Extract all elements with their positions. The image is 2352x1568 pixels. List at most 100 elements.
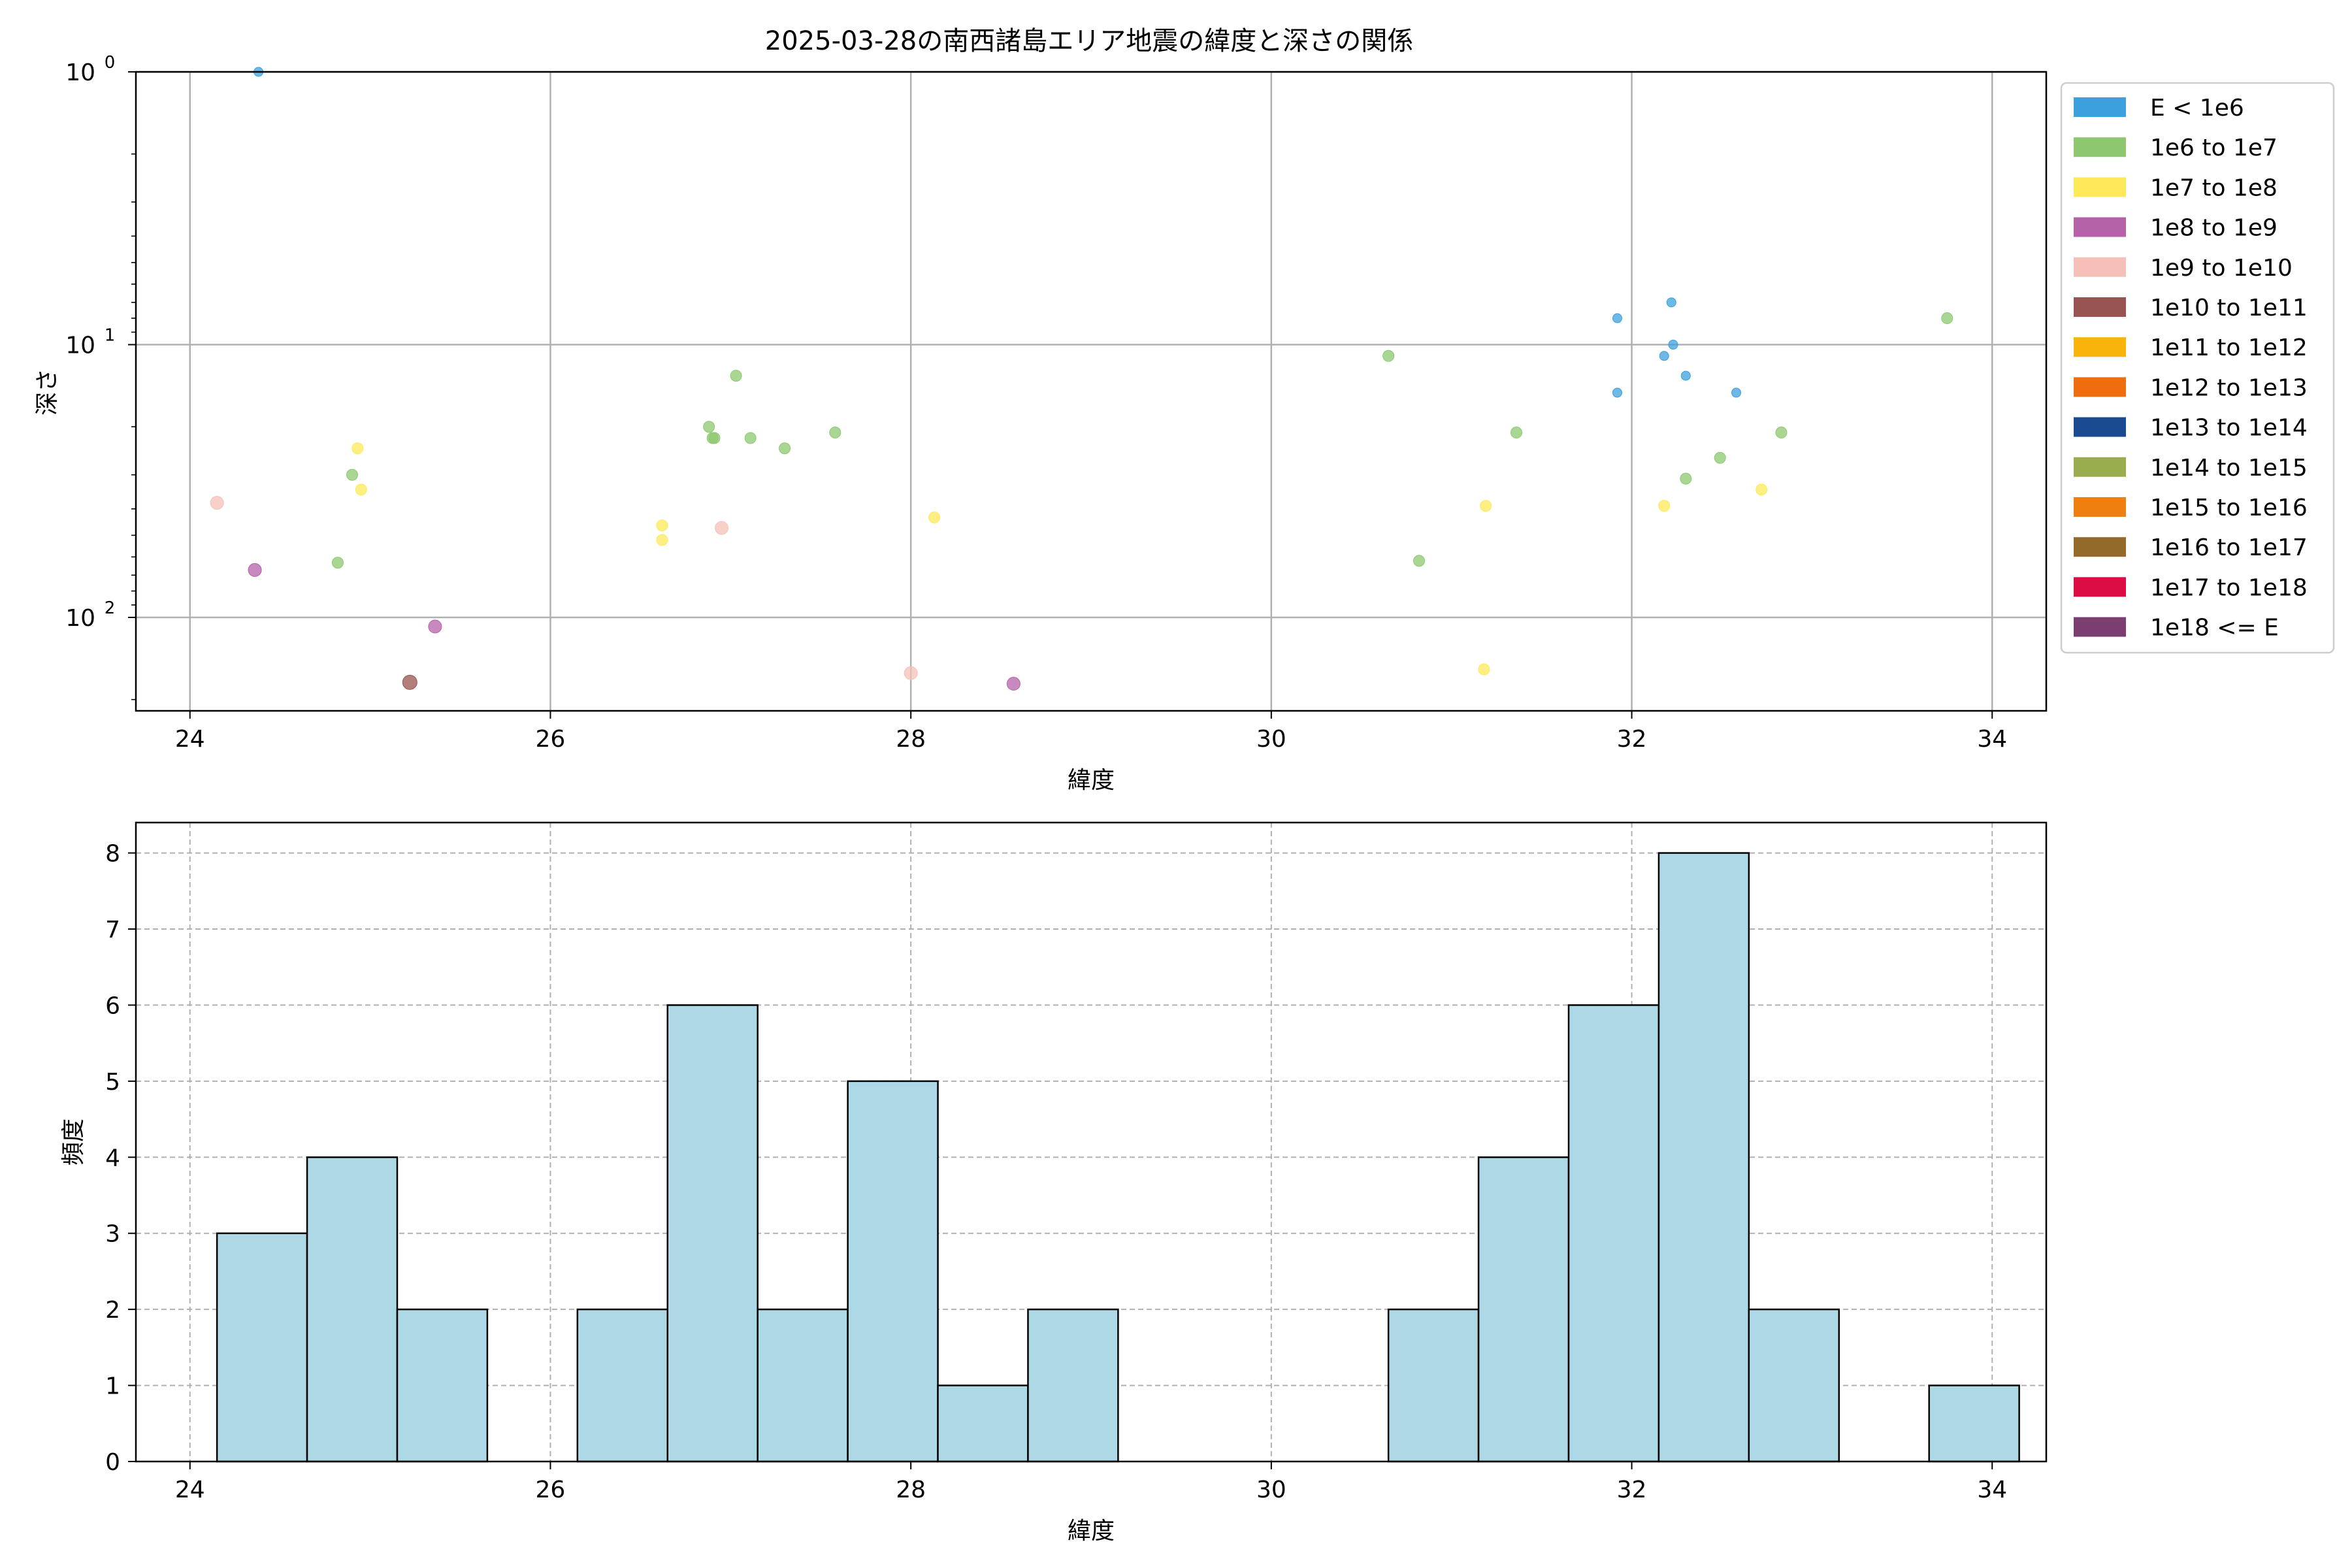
legend-label: 1e9 to 1e10: [2150, 255, 2293, 282]
scatter-point: [1511, 427, 1523, 439]
scatter-x-tick-label: 34: [1977, 726, 2007, 753]
histogram-y-tick-label: 8: [105, 841, 120, 868]
histogram-bar: [1387, 1308, 1480, 1463]
scatter-x-tick-label: 28: [896, 726, 926, 753]
scatter-point: [715, 521, 729, 535]
histogram-y-tick-label: 1: [105, 1373, 120, 1400]
histogram-x-tick-label: 30: [1256, 1477, 1286, 1503]
scatter-point: [829, 427, 841, 439]
legend-swatch: [2074, 537, 2126, 557]
legend-label: E < 1e6: [2150, 95, 2244, 122]
legend-label: 1e7 to 1e8: [2150, 174, 2278, 201]
scatter-chart: 2025-03-28の南西諸島エリア地震の緯度と深さの関係 24 26 28 30 32…: [34, 26, 2335, 794]
scatter-title: 2025-03-28の南西諸島エリア地震の緯度と深さの関係: [765, 26, 1413, 56]
scatter-point: [346, 468, 359, 481]
scatter-y-ticks: 10 0 10 1 10 2: [65, 53, 136, 700]
scatter-point: [355, 483, 367, 496]
legend-swatch: [2074, 337, 2126, 357]
histogram-bar: [757, 1308, 849, 1463]
scatter-point: [1478, 663, 1490, 676]
histogram-y-ticks: 0 1 2 3 4 5 6 7 8: [105, 841, 136, 1476]
legend-swatch: [2074, 497, 2126, 517]
scatter-point: [1668, 340, 1678, 350]
legend-swatch: [2074, 97, 2126, 117]
legend-label: 1e15 to 1e16: [2150, 495, 2308, 521]
scatter-point: [1006, 677, 1021, 691]
histogram-bar: [216, 1232, 308, 1463]
histogram-y-tick-label: 2: [105, 1297, 120, 1324]
scatter-point: [1480, 500, 1492, 512]
legend-swatch: [2074, 617, 2126, 637]
scatter-point: [1413, 555, 1426, 567]
histogram-bar: [1928, 1384, 2020, 1463]
histogram-y-tick-label: 3: [105, 1221, 120, 1248]
scatter-point: [928, 511, 941, 523]
legend-label: 1e11 to 1e12: [2150, 335, 2308, 361]
histogram-bar: [847, 1080, 939, 1463]
scatter-points: [210, 67, 1953, 691]
histogram-y-tick-label: 0: [105, 1449, 120, 1476]
legend-label: 1e18 <= E: [2150, 615, 2279, 642]
histogram-bar: [1748, 1308, 1840, 1463]
histogram-x-tick-label: 34: [1977, 1477, 2007, 1503]
scatter-y-tick-exponent: 0: [105, 53, 116, 73]
scatter-point: [210, 496, 224, 510]
scatter-x-axis-label: 緯度: [1068, 767, 1115, 794]
scatter-point: [1612, 313, 1622, 323]
histogram-y-axis-label: 頻度: [60, 1119, 87, 1166]
legend-label: 1e14 to 1e15: [2150, 455, 2308, 482]
scatter-point: [1731, 387, 1742, 398]
legend-swatch: [2074, 257, 2126, 277]
histogram-bar: [396, 1308, 489, 1463]
histogram-y-tick-label: 6: [105, 992, 120, 1019]
scatter-point: [1612, 387, 1622, 398]
scatter-point: [351, 442, 364, 455]
legend-swatch: [2074, 457, 2126, 477]
scatter-x-ticks: 24 26 28 30 32 34: [175, 711, 2007, 753]
histogram-x-tick-label: 32: [1617, 1477, 1647, 1503]
legend-swatch: [2074, 377, 2126, 397]
legend-box: [2060, 82, 2335, 654]
scatter-point: [744, 432, 757, 444]
scatter-plot-frame: [135, 71, 2048, 712]
histogram-x-axis-label: 緯度: [1068, 1518, 1115, 1544]
scatter-y-tick-exponent: 1: [105, 326, 116, 346]
scatter-point: [1680, 472, 1692, 485]
histogram-y-tick-label: 4: [105, 1145, 120, 1171]
histogram-plot-frame: [135, 821, 2048, 1463]
histogram-bar: [937, 1384, 1029, 1463]
legend-swatch: [2074, 137, 2126, 157]
legend-label: 1e12 to 1e13: [2150, 374, 2308, 401]
scatter-point: [1941, 312, 1953, 325]
scatter-point: [402, 674, 417, 690]
scatter-point: [331, 557, 344, 569]
histogram-bar: [1658, 852, 1750, 1463]
histogram-x-tick-label: 24: [175, 1477, 205, 1503]
histogram-bar: [1477, 1156, 1570, 1463]
scatter-legend: E < 1e6 1e6 to 1e7 1e7 to 1e8 1e8 to 1e9 1e9…: [2060, 82, 2335, 654]
scatter-point: [248, 563, 262, 577]
scatter-point: [428, 619, 442, 634]
scatter-y-axis-label: 深さ: [34, 368, 61, 416]
scatter-point: [1666, 297, 1676, 308]
legend-label: 1e16 to 1e17: [2150, 534, 2308, 561]
histogram-x-ticks: 24 26 28 30 32 34: [175, 1462, 2007, 1503]
histogram-bar: [576, 1308, 669, 1463]
histogram-x-tick-label: 26: [536, 1477, 566, 1503]
legend-swatch: [2074, 297, 2126, 317]
scatter-y-tick-label: 10: [65, 333, 95, 359]
scatter-point: [656, 519, 668, 532]
legend-label: 1e13 to 1e14: [2150, 415, 2308, 442]
scatter-x-tick-label: 30: [1256, 726, 1286, 753]
legend-swatch: [2074, 417, 2126, 437]
histogram-bar: [306, 1156, 399, 1463]
legend-swatch: [2074, 177, 2126, 197]
scatter-point: [703, 421, 715, 433]
legend-swatch: [2074, 217, 2126, 237]
scatter-point: [779, 442, 791, 455]
scatter-point: [1775, 427, 1788, 439]
legend-swatch: [2074, 577, 2126, 597]
scatter-point: [1756, 483, 1768, 496]
legend-label: 1e17 to 1e18: [2150, 574, 2308, 601]
